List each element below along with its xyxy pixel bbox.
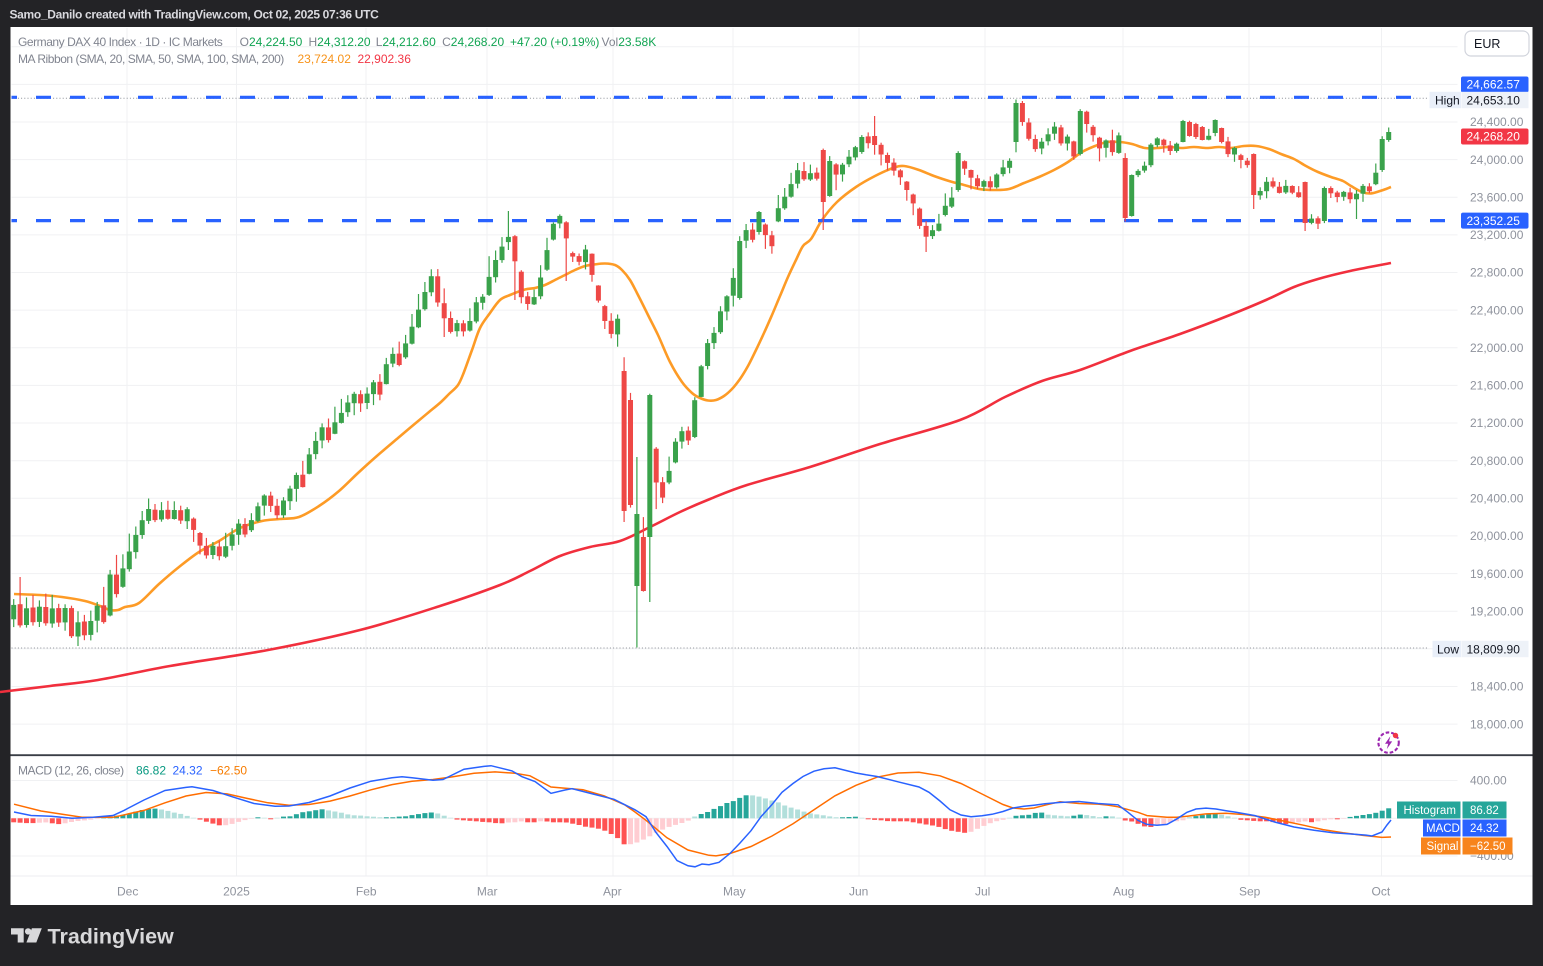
svg-text:86.82: 86.82 bbox=[136, 764, 166, 778]
svg-text:21,200.00: 21,200.00 bbox=[1470, 416, 1524, 430]
svg-text:May: May bbox=[723, 885, 746, 899]
svg-text:18,000.00: 18,000.00 bbox=[1470, 717, 1524, 731]
svg-text:MACD: MACD bbox=[1426, 823, 1460, 835]
svg-text:Histogram: Histogram bbox=[1404, 805, 1456, 817]
svg-text:Germany DAX 40 Index · 1D · IC: Germany DAX 40 Index · 1D · IC Markets bbox=[18, 35, 223, 49]
svg-text:Low: Low bbox=[1437, 642, 1459, 656]
svg-text:Sep: Sep bbox=[1239, 885, 1261, 899]
svg-text:24,000.00: 24,000.00 bbox=[1470, 153, 1524, 167]
svg-text:Jun: Jun bbox=[849, 885, 868, 899]
svg-text:19,600.00: 19,600.00 bbox=[1470, 567, 1524, 581]
svg-text:Samo_Danilo created with Tradi: Samo_Danilo created with TradingView.com… bbox=[10, 8, 380, 22]
svg-text:86.82: 86.82 bbox=[1470, 805, 1499, 817]
svg-text:20,800.00: 20,800.00 bbox=[1470, 454, 1524, 468]
svg-text:TradingView: TradingView bbox=[48, 925, 175, 949]
svg-text:Feb: Feb bbox=[356, 885, 377, 899]
svg-text:400.00: 400.00 bbox=[1470, 774, 1507, 788]
svg-text:Dec: Dec bbox=[117, 885, 138, 899]
svg-text:24,653.10: 24,653.10 bbox=[1467, 93, 1521, 107]
svg-text:24,268.20: 24,268.20 bbox=[1467, 130, 1521, 144]
svg-text:19,200.00: 19,200.00 bbox=[1470, 604, 1524, 618]
svg-text:Mar: Mar bbox=[477, 885, 498, 899]
svg-text:18,809.90: 18,809.90 bbox=[1467, 642, 1521, 656]
svg-text:Signal: Signal bbox=[1427, 841, 1459, 853]
svg-text:21,600.00: 21,600.00 bbox=[1470, 379, 1524, 393]
svg-text:EUR: EUR bbox=[1474, 37, 1500, 51]
svg-text:24.32: 24.32 bbox=[173, 764, 203, 778]
svg-text:23,352.25: 23,352.25 bbox=[1467, 214, 1521, 228]
svg-text:23,724.02: 23,724.02 bbox=[298, 52, 352, 66]
svg-text:Jul: Jul bbox=[975, 885, 990, 899]
svg-text:24,662.57: 24,662.57 bbox=[1467, 78, 1521, 92]
svg-text:22,800.00: 22,800.00 bbox=[1470, 266, 1524, 280]
svg-text:24.32: 24.32 bbox=[1470, 823, 1499, 835]
svg-text:Apr: Apr bbox=[603, 885, 622, 899]
svg-text:O24,224.50: O24,224.50 bbox=[240, 35, 303, 49]
svg-text:High: High bbox=[1435, 93, 1460, 107]
svg-text:22,000.00: 22,000.00 bbox=[1470, 341, 1524, 355]
svg-text:Vol23.58K: Vol23.58K bbox=[602, 35, 657, 49]
svg-text:MACD (12, 26, close): MACD (12, 26, close) bbox=[18, 764, 124, 778]
svg-text:+47.20 (+0.19%): +47.20 (+0.19%) bbox=[510, 35, 599, 49]
svg-text:20,400.00: 20,400.00 bbox=[1470, 492, 1524, 506]
svg-text:18,400.00: 18,400.00 bbox=[1470, 680, 1524, 694]
svg-text:22,902.36: 22,902.36 bbox=[358, 52, 412, 66]
svg-text:L24,212.60: L24,212.60 bbox=[376, 35, 436, 49]
svg-text:20,000.00: 20,000.00 bbox=[1470, 529, 1524, 543]
svg-text:C24,268.20: C24,268.20 bbox=[442, 35, 504, 49]
svg-text:Oct: Oct bbox=[1372, 885, 1391, 899]
svg-text:22,400.00: 22,400.00 bbox=[1470, 303, 1524, 317]
svg-text:Aug: Aug bbox=[1113, 885, 1134, 899]
svg-text:H24,312.20: H24,312.20 bbox=[309, 35, 371, 49]
svg-text:23,600.00: 23,600.00 bbox=[1470, 191, 1524, 205]
svg-text:−62.50: −62.50 bbox=[1470, 841, 1506, 853]
svg-text:2025: 2025 bbox=[223, 885, 250, 899]
svg-text:23,200.00: 23,200.00 bbox=[1470, 228, 1524, 242]
svg-text:24,400.00: 24,400.00 bbox=[1470, 115, 1524, 129]
svg-text:MA Ribbon (SMA, 20, SMA, 50, S: MA Ribbon (SMA, 20, SMA, 50, SMA, 100, S… bbox=[18, 52, 284, 66]
svg-text:−62.50: −62.50 bbox=[210, 764, 247, 778]
